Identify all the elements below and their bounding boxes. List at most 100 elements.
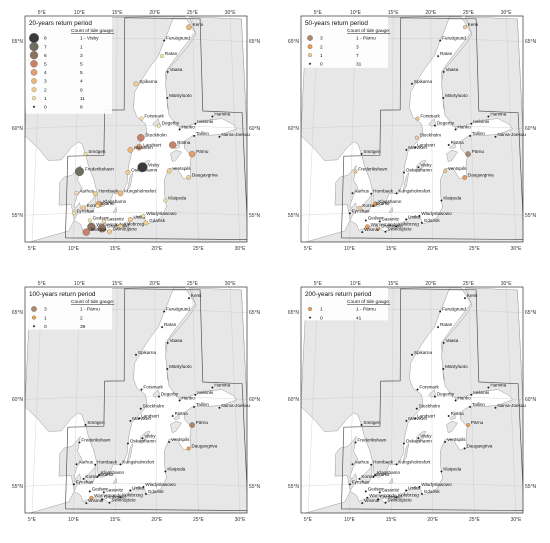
land-funen [74, 202, 82, 214]
station-marker [160, 54, 165, 59]
station-label: Smögen [363, 149, 381, 154]
station-marker [119, 496, 122, 499]
station-marker [78, 441, 81, 444]
lon-tick-label-top: 10°E [350, 10, 362, 16]
station-label: Degerby [161, 392, 179, 397]
station-label: Świnoujście [387, 225, 412, 232]
lon-tick-label-top: 10°E [350, 281, 362, 287]
station-marker [71, 211, 76, 216]
legend-count: 1 - Pärnu [80, 307, 100, 313]
station-label: Kemi [467, 293, 477, 298]
station-marker [134, 353, 138, 356]
station-marker [101, 498, 104, 501]
station-marker [405, 218, 408, 221]
station-label: Gdańsk [424, 218, 441, 223]
station-marker [405, 489, 408, 492]
land-oland [126, 172, 134, 192]
station-label: Kungsholmsfort [122, 459, 155, 464]
station-label: Degerby [437, 121, 455, 126]
station-label: Sassnitz [106, 487, 124, 492]
station-marker [405, 148, 408, 151]
station-marker [360, 423, 363, 426]
station-marker [470, 393, 473, 396]
station-label: Stockholm [420, 133, 442, 138]
station-label: Mäntyluoto [169, 93, 192, 98]
station-marker [414, 417, 417, 420]
station-label: Gdańsk [148, 489, 165, 494]
station-marker [82, 477, 85, 480]
station-label: Sassnitz [382, 216, 400, 221]
lon-tick-label-top: 25°E [187, 281, 199, 287]
station-label: Władysławowo [145, 482, 176, 487]
station-label: Ustka [133, 214, 145, 219]
lat-tick-label-right: 65°N [525, 39, 537, 45]
parallel-line [25, 396, 247, 400]
station-marker [402, 171, 405, 174]
lat-tick-label-right: 55°N [525, 213, 537, 219]
station-label: Władysławowo [421, 211, 452, 216]
legend-box [302, 288, 388, 321]
station-label: Ratan [440, 51, 453, 56]
station-marker [142, 485, 145, 488]
station-marker [140, 388, 143, 391]
station-marker [139, 116, 144, 121]
station-marker [494, 406, 497, 409]
station-label: Hamina [214, 383, 230, 388]
station-label: Świnoujście [387, 496, 412, 503]
legend-class-label: 1 [44, 96, 47, 102]
station-label: Landsort [417, 413, 436, 418]
station-marker [487, 386, 490, 389]
station-marker [95, 203, 100, 208]
station-marker [443, 169, 448, 173]
station-label: Skanör [375, 472, 390, 477]
station-label: Skanör [100, 201, 115, 206]
lon-tick-label-top: 20°E [425, 10, 437, 16]
legend-count: 5 [80, 62, 83, 68]
station-marker [166, 367, 169, 371]
station-marker [420, 492, 423, 495]
station-marker [166, 70, 169, 73]
station-marker [454, 399, 457, 402]
lon-tick-label-top: 20°E [149, 10, 161, 16]
station-label: Kungsholmsfort [398, 459, 431, 464]
legend-box [26, 17, 112, 114]
parallel-line [25, 483, 247, 487]
station-marker [440, 199, 443, 202]
station-label: Hornbaek [98, 189, 119, 194]
station-label: Helsinki [197, 390, 213, 395]
lat-tick-label-right: 60°N [249, 126, 261, 132]
station-label: Tallinn [196, 402, 209, 407]
lat-tick-label-right: 65°N [249, 39, 261, 45]
station-label: Oskarshamn [406, 167, 432, 172]
station-marker [395, 225, 398, 228]
station-label: Forsmark [144, 114, 164, 119]
station-marker [418, 485, 421, 488]
station-marker [358, 477, 361, 480]
station-marker [414, 135, 419, 140]
legend-class-label: 5 [44, 62, 47, 68]
station-marker [125, 170, 131, 175]
station-marker [87, 222, 96, 231]
lon-tick-label: 30°E [235, 246, 247, 252]
station-marker [163, 39, 166, 42]
lon-tick-label-top: 25°E [463, 281, 475, 287]
station-marker [433, 124, 437, 127]
station-label: Landsort [141, 413, 160, 418]
legend-class-label: 0 [44, 324, 47, 330]
parallel-line [25, 212, 247, 216]
station-label: Daugavgriva [192, 172, 218, 177]
station-marker [466, 423, 471, 428]
station-marker [417, 437, 420, 440]
station-label: Mäntyluoto [445, 364, 468, 369]
station-marker [178, 399, 181, 402]
lon-tick-label-top: 5°E [314, 10, 323, 16]
meridian-line [505, 287, 517, 513]
station-label: Ratan [440, 322, 453, 327]
lon-tick-label: 25°E [469, 246, 481, 252]
legend-count: 3 [356, 44, 359, 50]
station-label: Smögen [88, 149, 106, 154]
land-hiiumaa [449, 413, 456, 420]
panel-title: 50-years return period [305, 20, 368, 27]
legend-count: 39 [80, 324, 86, 330]
station-marker [178, 128, 181, 131]
